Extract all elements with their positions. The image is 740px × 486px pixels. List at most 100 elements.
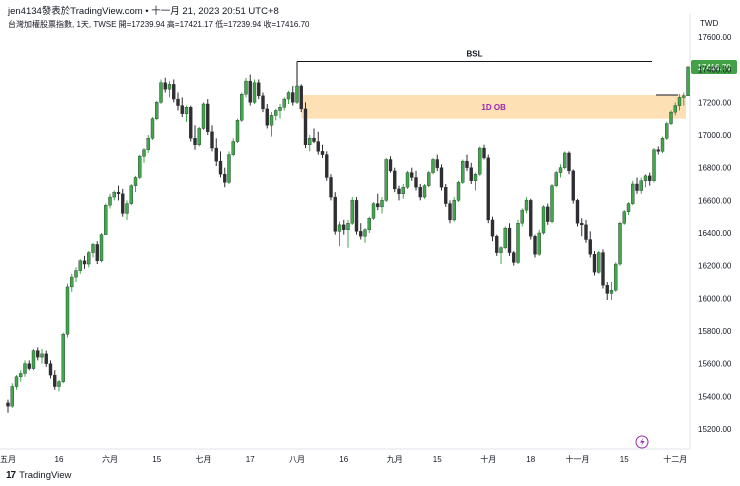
candle-body (282, 98, 286, 108)
x-tick-label: 十一月 (566, 454, 590, 464)
candle-body (529, 200, 533, 237)
x-tick-label: 16 (339, 455, 348, 464)
candle-body (257, 82, 261, 96)
y-tick-label: 15800.00 (698, 327, 732, 336)
candle-body (486, 157, 490, 221)
candle-body (40, 353, 44, 358)
y-tick-label: 15200.00 (698, 425, 732, 434)
candle-body (82, 260, 87, 265)
candle-body (546, 206, 550, 222)
candle-body (652, 149, 656, 181)
candle-body (231, 141, 235, 155)
candle-body (618, 222, 622, 265)
y-tick-label: 17000.00 (698, 131, 732, 140)
candle-body (342, 224, 346, 230)
candle-body (414, 177, 418, 188)
candle-body (592, 254, 597, 273)
candle-body (533, 236, 537, 255)
tradingview-logo[interactable]: 17 TradingView (6, 470, 71, 481)
x-tick-label: 五月 (0, 455, 16, 464)
candle-body (278, 107, 282, 111)
candle-body (61, 334, 65, 382)
candle-body (163, 82, 167, 90)
candle-body (223, 173, 227, 183)
candle-body (520, 209, 524, 224)
candle-body (108, 196, 112, 206)
candle-body (53, 374, 57, 387)
candle-body (36, 350, 40, 358)
candle-body (325, 154, 329, 178)
candle-body (125, 203, 129, 214)
candle-body (197, 128, 201, 145)
candle-body (295, 85, 299, 103)
candle-body (631, 183, 635, 204)
candle-body (490, 219, 495, 237)
candle-body (337, 224, 342, 232)
candle-body (172, 84, 176, 100)
candle-body (571, 170, 575, 201)
candle-body (146, 138, 150, 150)
candle-body (469, 167, 473, 181)
candle-body (656, 149, 660, 152)
candle-body (240, 93, 244, 121)
candle-body (597, 252, 601, 273)
candle-body (410, 172, 414, 178)
candle-body (180, 105, 184, 114)
x-tick-label: 九月 (387, 455, 403, 464)
candle-body (320, 151, 325, 155)
candle-body (537, 232, 541, 255)
candle-body (23, 363, 27, 374)
x-tick-label: 18 (526, 455, 535, 464)
candle-body (176, 98, 180, 106)
lightning-icon[interactable] (635, 435, 649, 449)
candle-body (350, 200, 354, 224)
candle-body (261, 95, 265, 110)
candle-body (660, 138, 665, 152)
candle-body (27, 363, 31, 369)
candle-body (427, 172, 431, 186)
candle-body (405, 172, 410, 188)
candle-body (214, 147, 218, 162)
candle-body (299, 85, 303, 110)
bsl-label: BSL (467, 50, 483, 59)
candle-body (210, 131, 214, 149)
candle-body (44, 353, 48, 364)
candle-body (439, 167, 444, 188)
candle-body (558, 167, 563, 173)
candle-body (388, 159, 393, 172)
candle-body (10, 386, 14, 407)
candle-body (354, 200, 359, 232)
candle-body (150, 118, 155, 139)
x-tick-label: 15 (433, 455, 442, 464)
candle-body (507, 227, 512, 253)
candle-body (291, 92, 295, 103)
candle-body (516, 222, 520, 263)
candle-body (329, 177, 333, 198)
candle-body (303, 108, 308, 146)
last-price-tag (691, 59, 737, 74)
candle-body (189, 107, 193, 139)
candle-body (308, 138, 312, 145)
candle-body (155, 102, 159, 119)
candle-body (167, 84, 172, 90)
candle-body (248, 80, 252, 103)
x-tick-label: 六月 (102, 454, 118, 464)
candle-body (333, 196, 337, 232)
candle-body (482, 147, 486, 159)
candle-body (57, 381, 61, 387)
candle-body (473, 173, 478, 181)
candle-body (316, 141, 320, 152)
candle-body (452, 200, 456, 221)
candle-body (286, 92, 291, 100)
y-tick-label: 17400.00 (698, 66, 732, 75)
candle-body (116, 191, 121, 195)
candle-body (465, 160, 469, 168)
candle-body (235, 120, 240, 142)
order-block-zone (301, 94, 686, 119)
candle-body (635, 183, 639, 191)
candle-body (78, 260, 82, 271)
candle-body (384, 159, 388, 201)
candle-body (444, 187, 448, 204)
candle-body (669, 111, 673, 124)
